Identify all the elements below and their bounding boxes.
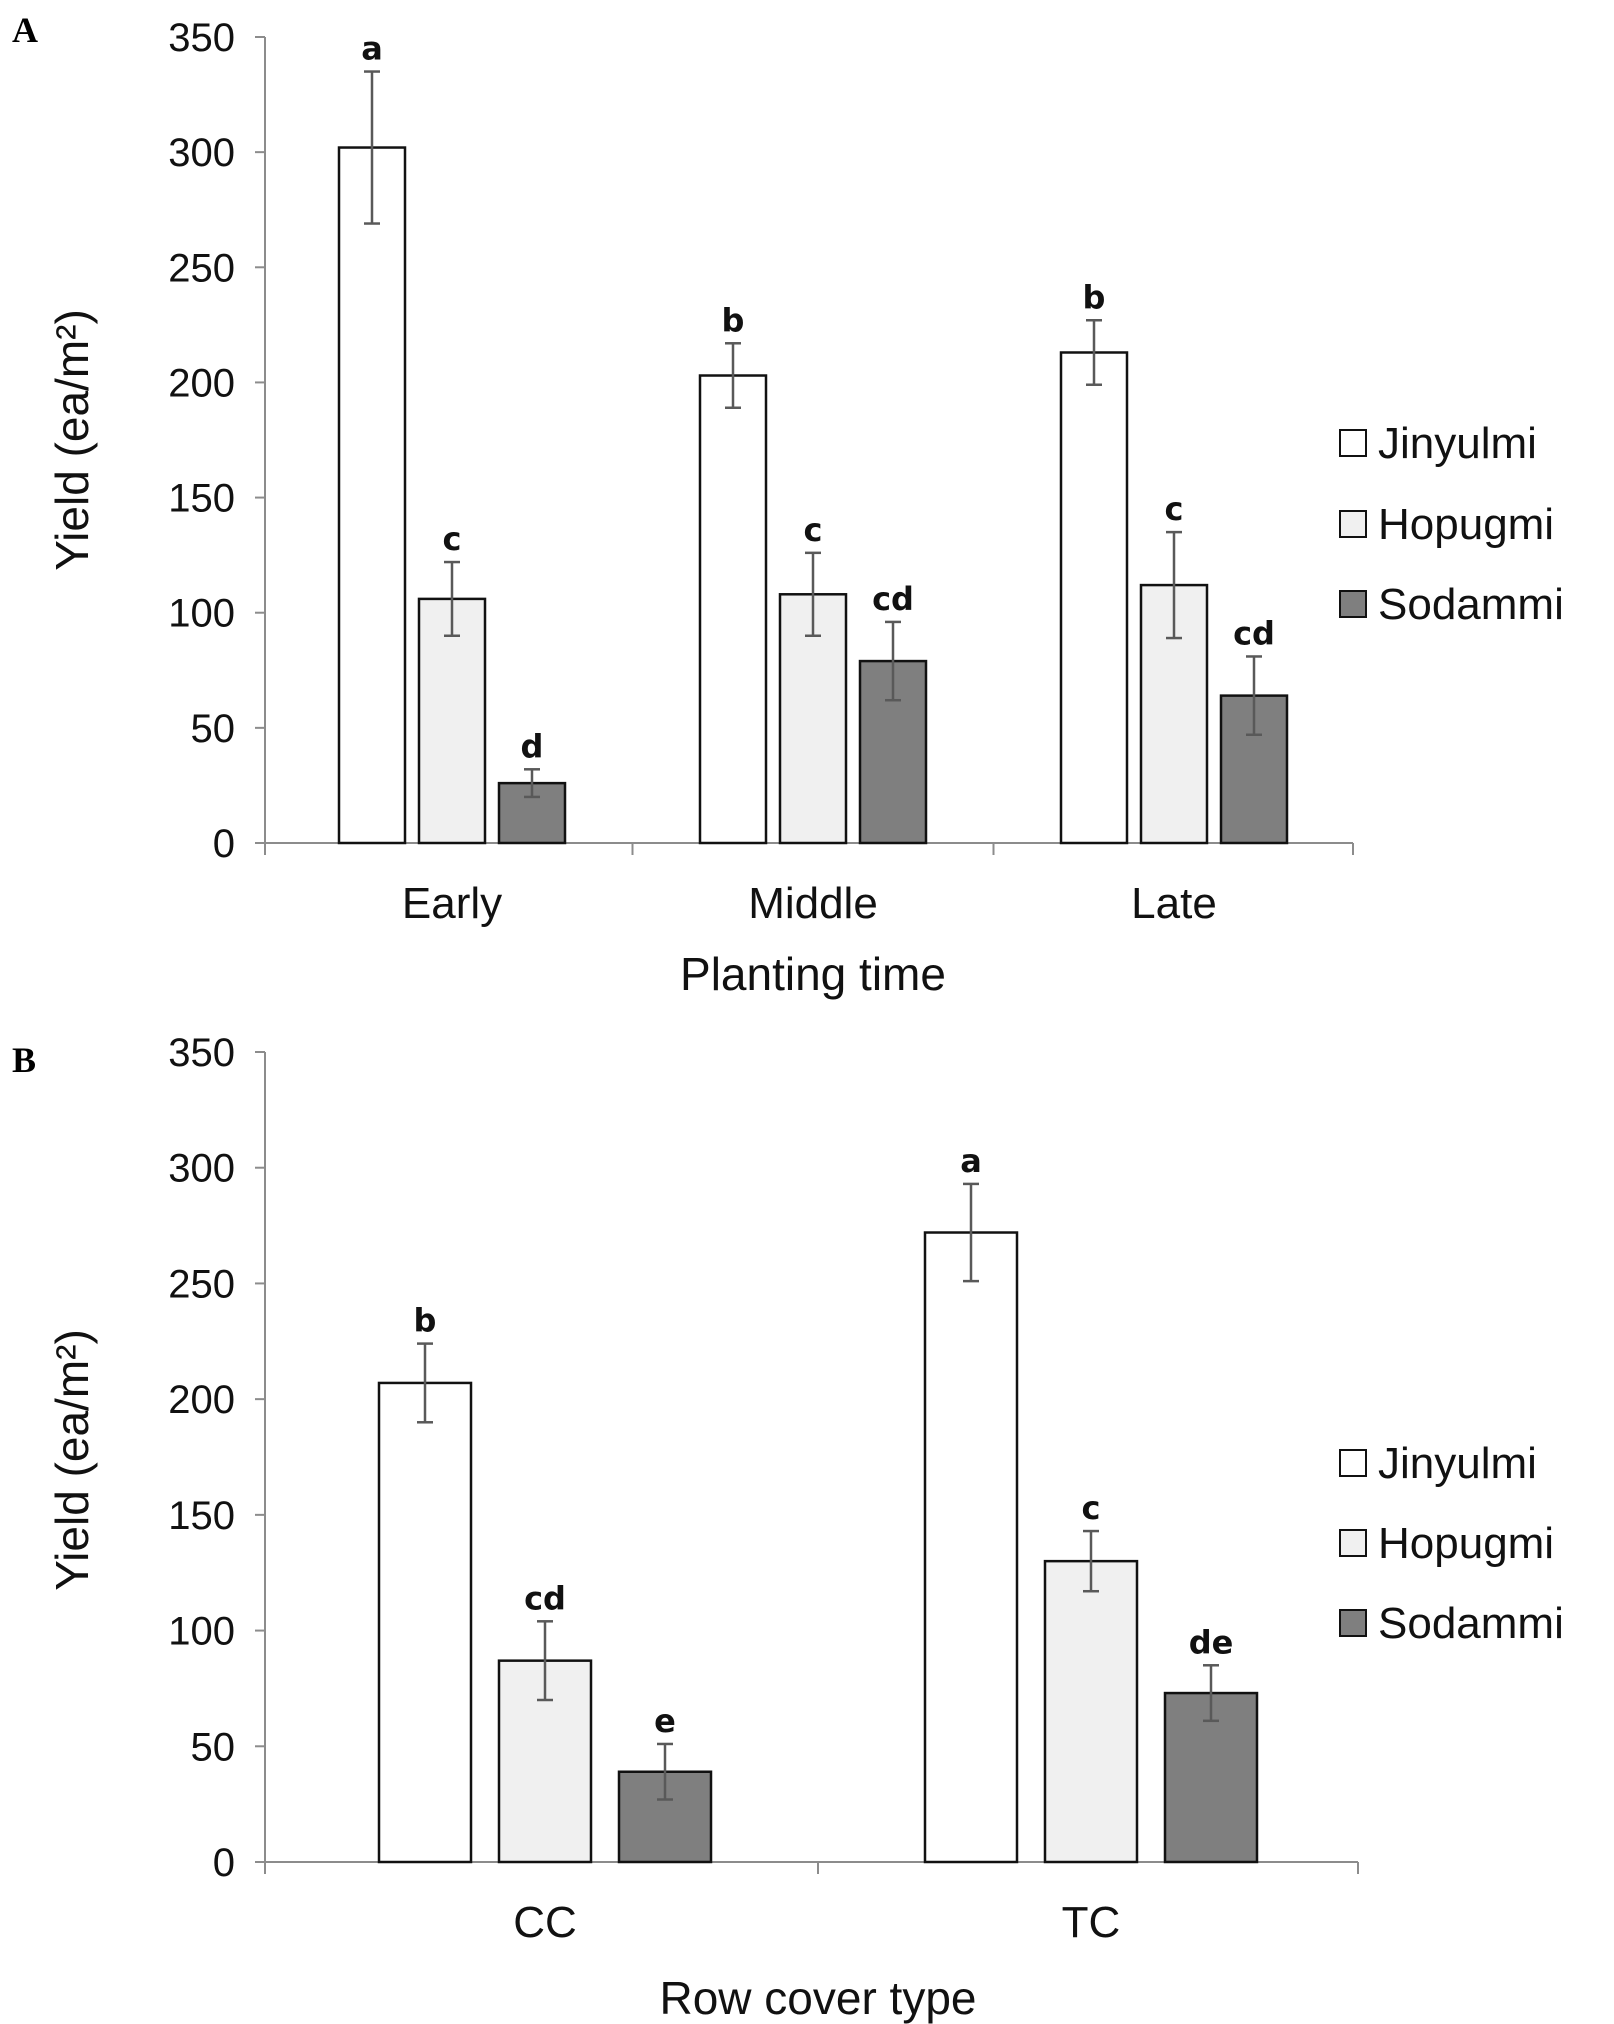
significance-label: cd (1233, 614, 1275, 652)
y-tick-label: 250 (168, 1262, 235, 1306)
y-axis-title: Yield (ea/m²) (46, 309, 98, 571)
legend-swatch (1339, 590, 1367, 618)
y-tick-label: 0 (213, 1841, 235, 1885)
significance-label: b (414, 1302, 437, 1340)
significance-label: c (443, 520, 462, 558)
bar (417, 597, 487, 845)
y-tick-label: 350 (168, 16, 235, 60)
legend-swatch (1339, 1609, 1367, 1637)
y-tick-label: 250 (168, 246, 235, 290)
significance-label: de (1189, 1623, 1234, 1661)
significance-label: b (722, 301, 745, 339)
x-category-label: Late (1131, 879, 1217, 928)
y-tick-label: 300 (168, 131, 235, 175)
y-tick-label: 200 (168, 1378, 235, 1422)
y-tick-label: 0 (213, 822, 235, 866)
bar (1043, 1559, 1139, 1864)
bar (698, 374, 768, 845)
y-tick-label: 300 (168, 1147, 235, 1191)
x-category-label: Early (402, 879, 502, 928)
x-category-label: Middle (748, 879, 878, 928)
legend-swatch (1339, 1449, 1367, 1477)
y-tick-label: 100 (168, 1610, 235, 1654)
y-tick-label: 100 (168, 592, 235, 636)
legend-label: Sodammi (1378, 580, 1564, 629)
x-category-label: CC (513, 1898, 577, 1947)
legend-label: Jinyulmi (1378, 1439, 1537, 1488)
significance-label: e (654, 1702, 676, 1740)
significance-label: cd (524, 1579, 566, 1617)
legend: Jinyulmi Hopugmi Sodammi (1339, 419, 1564, 629)
y-tick-label: 200 (168, 361, 235, 405)
significance-label: a (960, 1142, 982, 1180)
x-axis-title: Row cover type (659, 1972, 976, 2024)
panel-letter: B (12, 1040, 36, 1080)
legend-swatch (1339, 429, 1367, 457)
x-category-label: TC (1062, 1898, 1121, 1947)
significance-label: d (521, 727, 544, 765)
x-axis-title: Planting time (680, 948, 946, 1000)
bar (923, 1231, 1019, 1864)
significance-label: b (1083, 278, 1106, 316)
bar (377, 1381, 473, 1864)
legend: Jinyulmi Hopugmi Sodammi (1339, 1439, 1564, 1648)
chart-panel-a: A 0 50 100 150 200 250 300 350 Early Middle Late Pla… (12, 10, 1564, 1000)
y-tick-label: 50 (191, 707, 236, 751)
y-tick-label: 150 (168, 477, 235, 521)
significance-label: a (361, 30, 383, 68)
legend-label: Hopugmi (1378, 500, 1554, 549)
legend-swatch (1339, 510, 1367, 538)
chart-panel-b: B 0 50 100 150 200 250 300 350 CC TC Row cover type… (12, 1031, 1564, 2024)
panel-letter: A (12, 10, 38, 50)
legend-label: Sodammi (1378, 1599, 1564, 1648)
y-tick-label: 350 (168, 1031, 235, 1075)
bar (337, 146, 407, 845)
y-axis-title: Yield (ea/m²) (46, 1329, 98, 1591)
y-tick-label: 50 (191, 1725, 236, 1769)
significance-label: c (804, 511, 823, 549)
y-tick-label: 150 (168, 1494, 235, 1538)
significance-label: cd (872, 580, 914, 618)
bar (1059, 351, 1129, 845)
significance-label: c (1165, 490, 1184, 528)
legend-swatch (1339, 1529, 1367, 1557)
legend-label: Hopugmi (1378, 1519, 1554, 1568)
significance-label: c (1082, 1489, 1101, 1527)
legend-label: Jinyulmi (1378, 419, 1537, 468)
